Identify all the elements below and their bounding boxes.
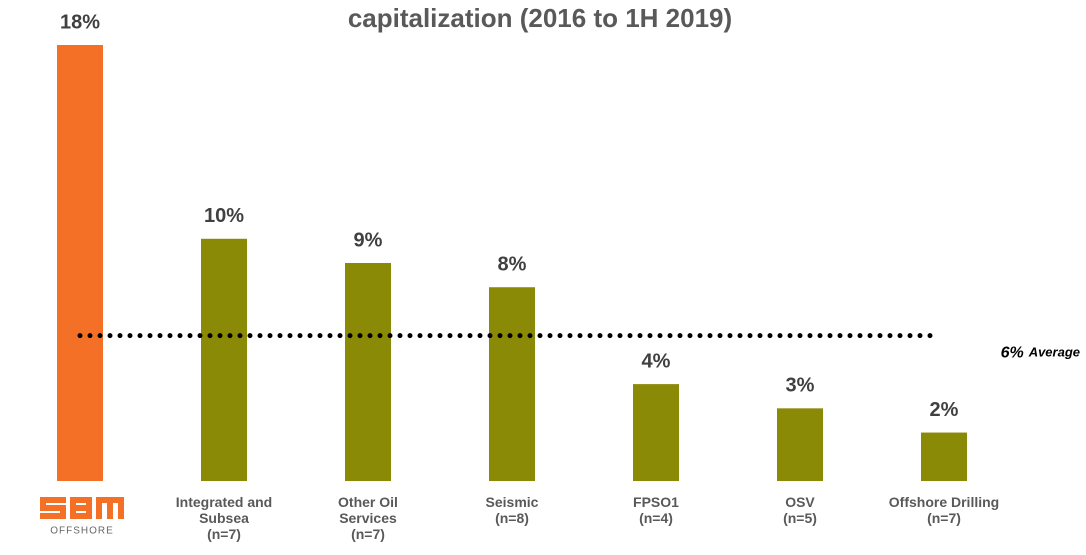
average-value-label: 6% (1001, 345, 1024, 362)
x-tick-label-group: Offshore Drilling (n=7) (888, 494, 1000, 526)
x-tick-label-group: Seismic (n=8) (456, 494, 568, 526)
count-label: (n=7) (207, 526, 241, 542)
bar (201, 238, 247, 481)
x-tick-label-group: OSV (n=5) (744, 494, 856, 526)
value-label: 9% (354, 229, 383, 251)
average-text: Average (1028, 345, 1080, 360)
x-tick-label-group: Integrated and Subsea (n=7) (168, 494, 280, 542)
x-tick-label: Offshore Drilling (888, 494, 1000, 510)
value-label: 8% (498, 254, 527, 276)
x-tick-label: FPSO1 (633, 494, 679, 510)
count-label: (n=4) (639, 510, 673, 526)
bar (345, 263, 391, 481)
x-tick-label: Other Oil Services (338, 494, 398, 526)
value-label: 18% (60, 11, 100, 33)
x-tick-label: OSV (785, 494, 815, 510)
logo-text: OFFSHORE (50, 526, 114, 537)
average-label: 6% Average (1001, 345, 1080, 362)
count-label: (n=7) (927, 510, 961, 526)
value-label: 10% (204, 205, 244, 227)
value-label: 3% (786, 375, 815, 397)
logo (40, 497, 124, 519)
x-tick-label-group: Other Oil Services (n=7) (312, 494, 424, 542)
bar (633, 384, 679, 481)
x-tick-label: Seismic (485, 494, 539, 510)
bar (57, 45, 103, 481)
count-label: (n=7) (351, 526, 385, 542)
count-label: (n=5) (783, 510, 817, 526)
bar (489, 287, 535, 481)
chart-title: capitalization (2016 to 1H 2019) (348, 3, 732, 33)
count-label: (n=8) (495, 510, 529, 526)
x-tick-label: Integrated and Subsea (175, 494, 273, 526)
value-label: 2% (930, 399, 959, 421)
bar (777, 408, 823, 481)
x-tick-label-group: FPSO1 (n=4) (600, 494, 712, 526)
value-label: 4% (642, 350, 671, 372)
bar (921, 432, 967, 481)
